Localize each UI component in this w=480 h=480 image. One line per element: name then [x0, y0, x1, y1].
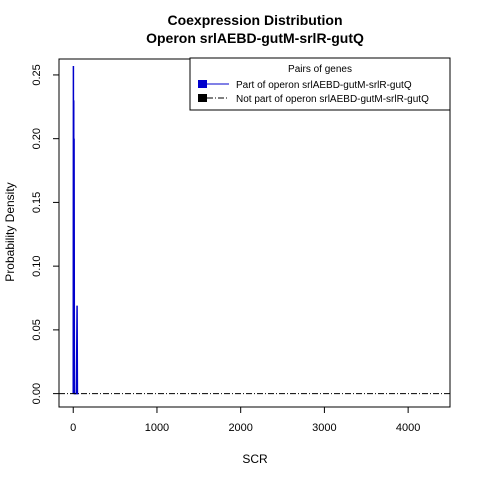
y-tick-label-5: 0.25: [31, 64, 43, 85]
legend: Pairs of genes Part of operon srlAEBD-gu…: [189, 57, 451, 111]
legend-box: [189, 57, 451, 111]
x-tick-label-3: 3000: [312, 422, 336, 434]
legend-swatch-not-part: [198, 94, 207, 102]
y-tick-label-0: 0.00: [31, 383, 43, 404]
x-tick-label-2: 2000: [228, 422, 252, 434]
legend-entry-part: Part of operon srlAEBD-gutM-srlR-gutQ: [236, 80, 412, 91]
legend-swatch-part: [198, 80, 207, 88]
plot-area: 0 1000 2000 3000 4000 0.00 0.05 0.10 0.15 0.20 0.2…: [31, 58, 451, 434]
x-tick-label-0: 0: [70, 422, 76, 434]
legend-entry-not-part: Not part of operon srlAEBD-gutM-srlR-gut…: [236, 94, 429, 105]
x-tick-label-1: 1000: [145, 422, 169, 434]
chart-title: Coexpression Distribution: [167, 12, 342, 28]
y-tick-label-3: 0.15: [31, 192, 43, 213]
chart-subtitle: Operon srlAEBD-gutM-srlR-gutQ: [146, 30, 364, 46]
y-tick-label-4: 0.20: [31, 128, 43, 149]
y-tick-label-2: 0.10: [31, 255, 43, 276]
y-axis-label: Probability Density: [3, 182, 17, 281]
x-axis-label: SCR: [242, 452, 268, 466]
legend-title: Pairs of genes: [288, 64, 352, 75]
x-tick-label-4: 4000: [396, 422, 420, 434]
y-tick-label-1: 0.05: [31, 319, 43, 340]
